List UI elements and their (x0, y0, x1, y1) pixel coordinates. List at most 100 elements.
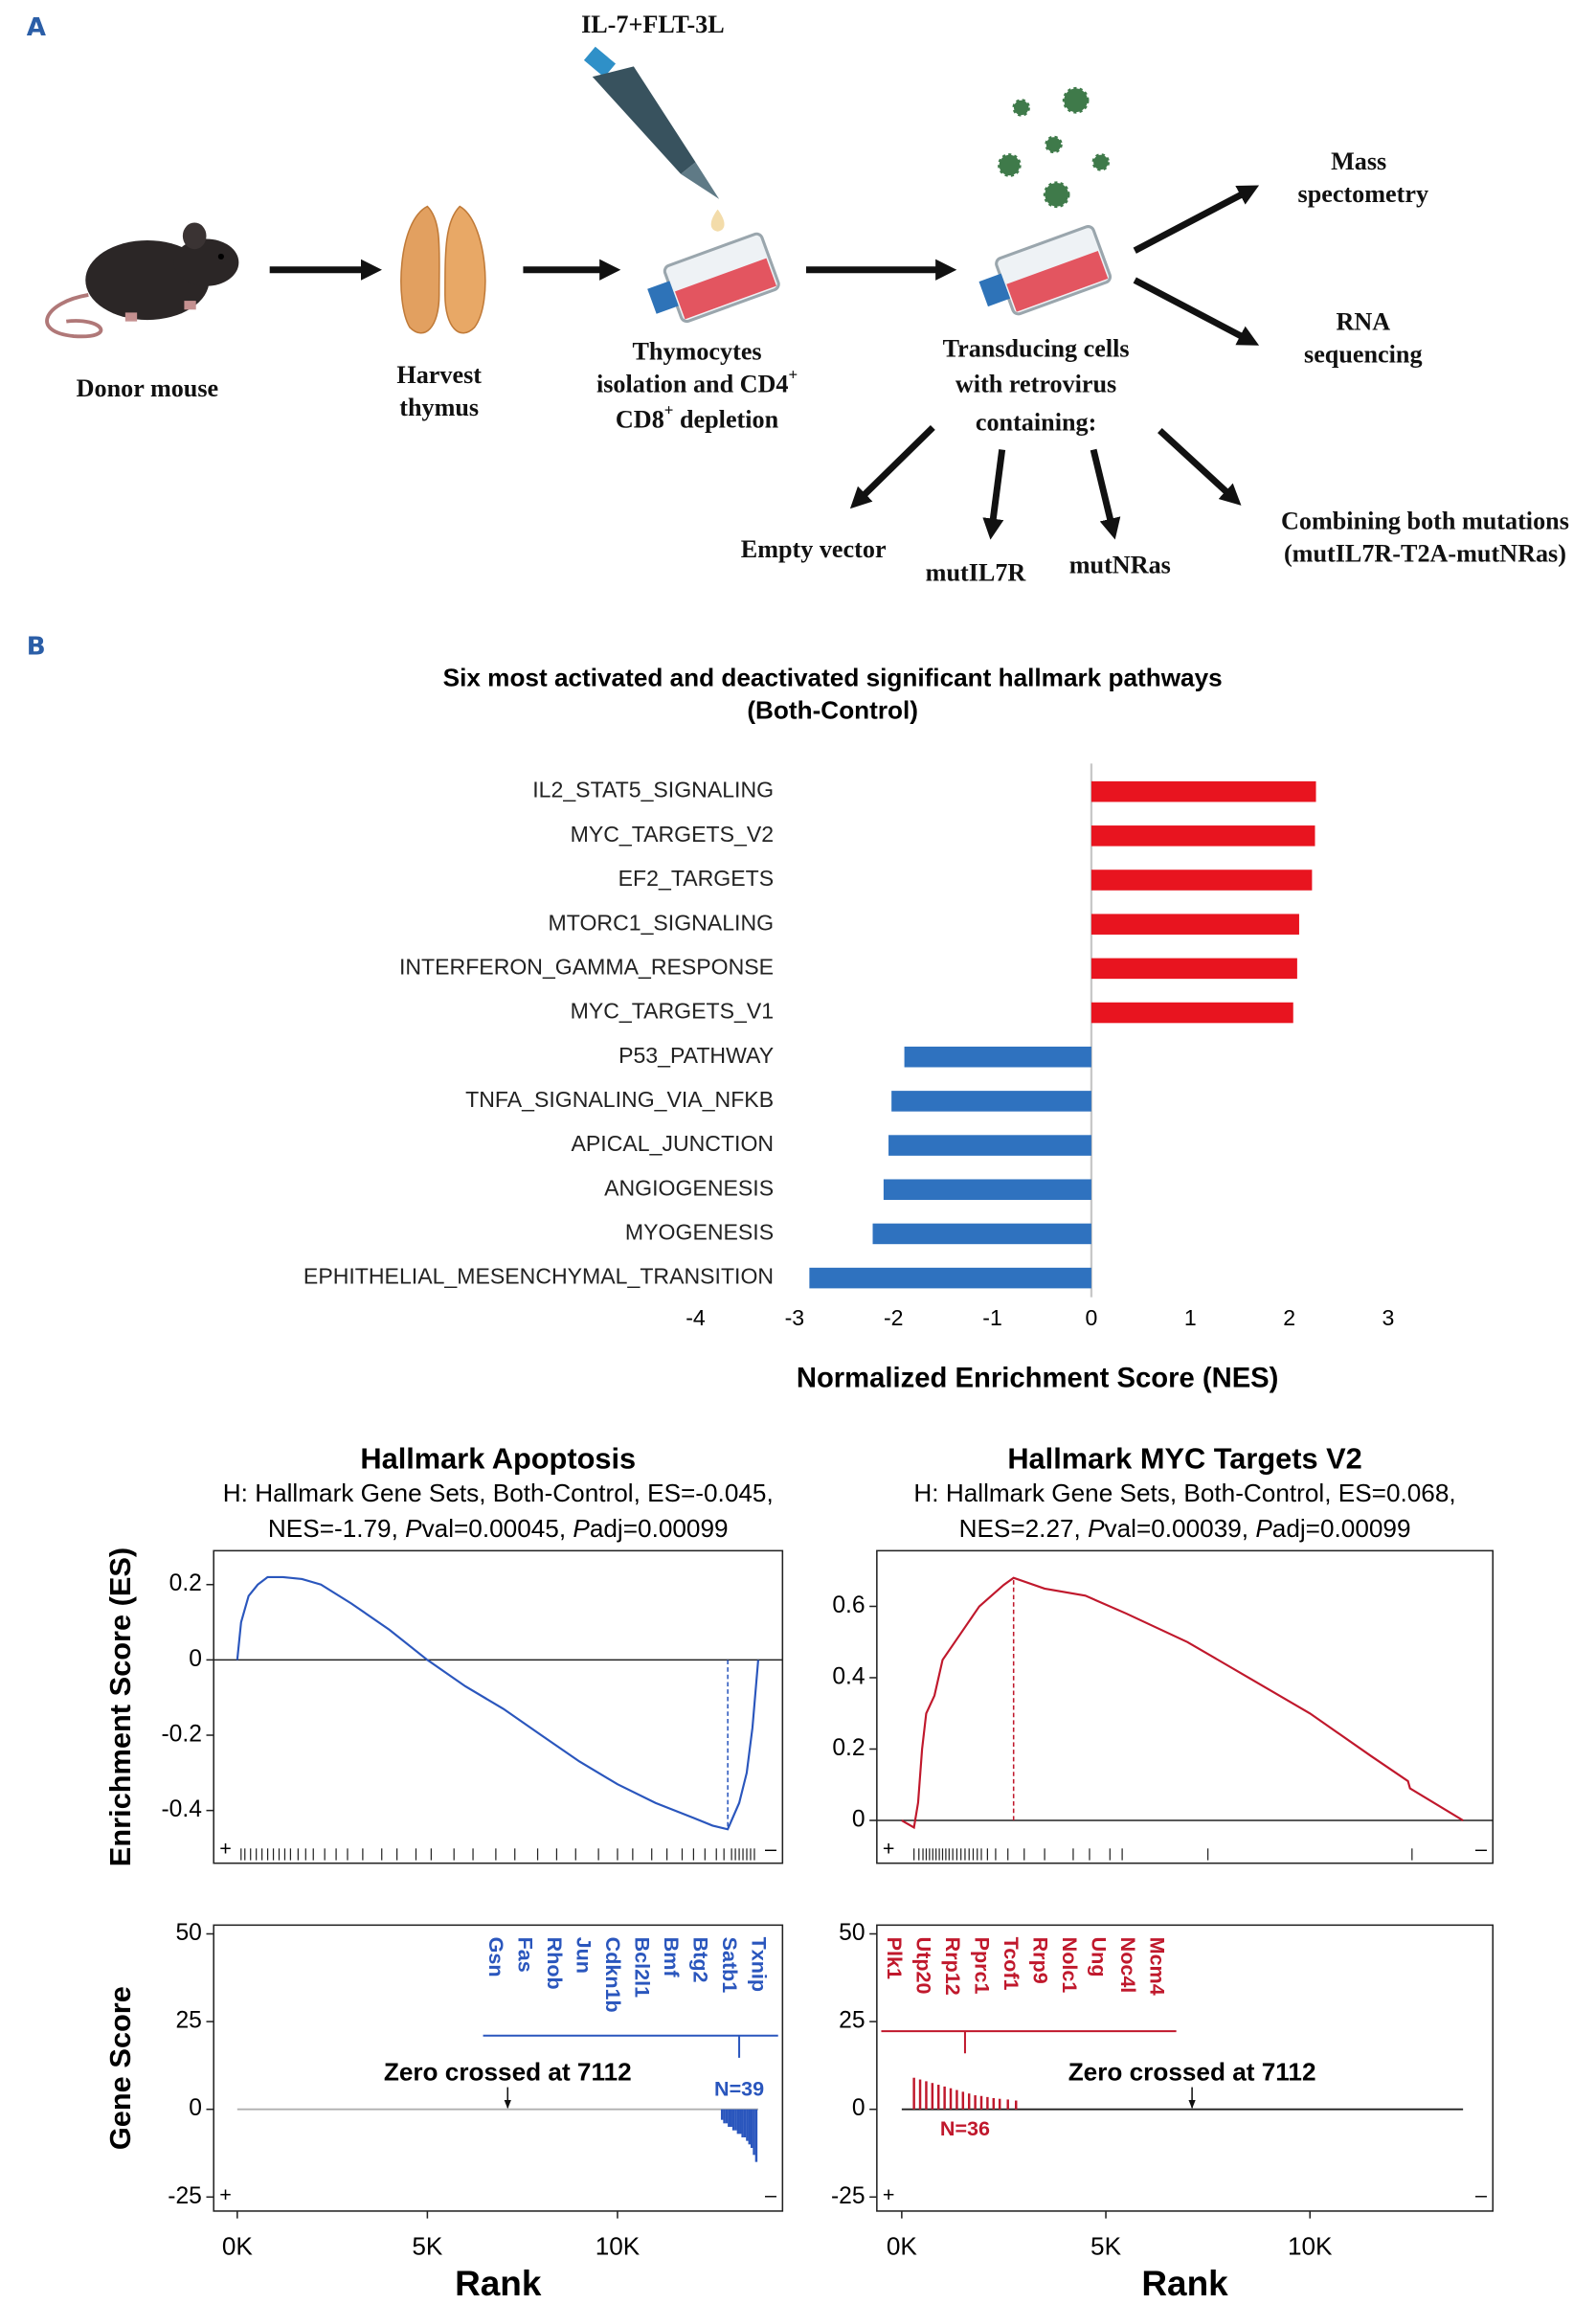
category-label: IL2_STAT5_SIGNALING (532, 778, 774, 802)
mouse-icon (45, 222, 239, 339)
gene-label: Noc4l (1116, 1937, 1139, 1994)
category-label: APICAL_JUNCTION (572, 1131, 775, 1156)
step-label: thymus (399, 394, 479, 421)
y-axis-title: Enrichment Score (ES) (103, 1547, 137, 1866)
bar (1090, 870, 1313, 891)
x-tick-label: 10K (596, 2231, 641, 2260)
output-label: spectometry (1298, 180, 1429, 208)
y-tick-label: -25 (168, 2183, 202, 2209)
step-label: Donor mouse (77, 374, 218, 402)
zero-label: Zero crossed at 7112 (1068, 2058, 1316, 2087)
bar (809, 1267, 1091, 1289)
gene-label: Bcl2l1 (631, 1937, 654, 1998)
gene-label: Rrp12 (941, 1937, 964, 1996)
category-label: EF2_TARGETS (618, 866, 774, 891)
construct-label: Combining both mutations (1281, 508, 1569, 535)
end-label: – (765, 1838, 776, 1861)
plot-title: Hallmark MYC Targets V2 (1007, 1442, 1361, 1476)
y-axis-title: Gene Score (103, 1986, 137, 2150)
x-axis-title: Normalized Enrichment Score (NES) (797, 1364, 1279, 1394)
arrow (849, 424, 935, 509)
y-tick-label: 25 (839, 2008, 865, 2034)
zero-label: Zero crossed at 7112 (384, 2058, 632, 2087)
chart-title: (Both-Control) (747, 695, 918, 724)
y-tick-label: 0 (852, 1806, 865, 1832)
subtitle-part: NES=-1.79, (268, 1514, 405, 1543)
x-tick-label: -1 (982, 1305, 1002, 1330)
bar (1090, 1002, 1293, 1024)
output-label: Mass (1331, 147, 1386, 175)
plot-frame (213, 1924, 784, 2212)
x-axis-title: Rank (455, 2264, 542, 2303)
plot-frame (876, 1549, 1495, 1864)
bar (888, 1135, 1091, 1156)
gene-label: Cdkn1b (601, 1937, 624, 2013)
arrow (1158, 427, 1242, 506)
subtitle-part: NES=2.27, (959, 1514, 1089, 1543)
step-label: Thymocytes (632, 337, 761, 365)
end-label: – (1475, 1838, 1487, 1861)
subtitle-part: P (405, 1514, 422, 1543)
x-tick-label: 0 (1085, 1305, 1097, 1330)
gene-label: Ung (1087, 1937, 1110, 1977)
text-part: depletion (673, 405, 778, 433)
gene-label: Utp20 (912, 1937, 935, 1995)
y-tick-label: 0.2 (169, 1570, 202, 1596)
y-tick-label: 25 (176, 2008, 202, 2034)
es-curve (236, 1575, 760, 1831)
x-axis-title: Rank (1141, 2264, 1228, 2303)
y-tick-label: 0.6 (832, 1592, 865, 1618)
step-label: containing: (976, 408, 1096, 436)
bar (883, 1179, 1091, 1201)
plot-frame (213, 1549, 784, 1864)
x-tick-label: 10K (1288, 2231, 1333, 2260)
x-tick-label: 2 (1283, 1305, 1295, 1330)
gene-label: Nolc1 (1058, 1937, 1081, 1994)
gene-label: Gsn (484, 1937, 507, 1977)
x-tick-label: 0K (222, 2231, 254, 2260)
subtitle-part: H: Hallmark Gene Sets, Both-Control, ES=… (913, 1479, 1455, 1507)
plot-title: Hallmark Apoptosis (360, 1442, 636, 1476)
end-label: – (765, 2183, 776, 2206)
plot-frame (876, 1924, 1495, 2212)
arrow (982, 449, 1006, 540)
construct-label: Empty vector (741, 535, 887, 563)
subtitle-part: val=0.00045, (422, 1514, 573, 1543)
gene-label: Mcm4 (1145, 1937, 1168, 1996)
virus-icons (998, 86, 1111, 209)
end-label: + (219, 1838, 232, 1861)
text-part: isolation and CD4 (596, 370, 789, 397)
y-tick-label: 0 (189, 2095, 202, 2121)
y-tick-label: -25 (831, 2183, 865, 2209)
category-label: TNFA_SIGNALING_VIA_NFKB (465, 1087, 774, 1112)
category-label: P53_PATHWAY (618, 1043, 774, 1068)
category-label: MTORC1_SIGNALING (549, 910, 775, 935)
gene-label: Rhob (543, 1937, 566, 1990)
subtitle-part: P (1088, 1514, 1105, 1543)
bar (872, 1223, 1091, 1245)
superscript: + (789, 365, 798, 383)
construct-label: mutIL7R (926, 558, 1027, 586)
gene-label: Btg2 (689, 1937, 712, 1983)
bar (891, 1091, 1091, 1112)
gene-label: Fas (514, 1937, 537, 1973)
reagent-label: IL-7+FLT-3L (581, 11, 725, 38)
gene-label: Txnip (747, 1937, 770, 1992)
plot-subtitle: H: Hallmark Gene Sets, Both-Control, ES=… (223, 1479, 774, 1507)
gene-label: Tcof1 (1000, 1937, 1023, 1991)
step-label: Harvest (396, 361, 482, 389)
category-label: MYC_TARGETS_V1 (571, 999, 774, 1024)
x-tick-label: -4 (686, 1305, 706, 1330)
category-label: EPHITHELIAL_MESENCHYMAL_TRANSITION (303, 1264, 774, 1289)
y-tick-label: 50 (839, 1920, 865, 1946)
end-label: + (219, 2183, 232, 2206)
output-label: sequencing (1304, 341, 1423, 369)
subtitle-part: adj=0.00099 (1272, 1514, 1411, 1543)
gene-label: Satb1 (718, 1937, 741, 1994)
y-tick-label: 0.4 (832, 1663, 865, 1689)
gene-label: Jun (573, 1937, 596, 1974)
y-tick-label: 0 (189, 1646, 202, 1672)
bar (1090, 780, 1316, 802)
chart-title: Six most activated and deactivated signi… (443, 664, 1223, 692)
